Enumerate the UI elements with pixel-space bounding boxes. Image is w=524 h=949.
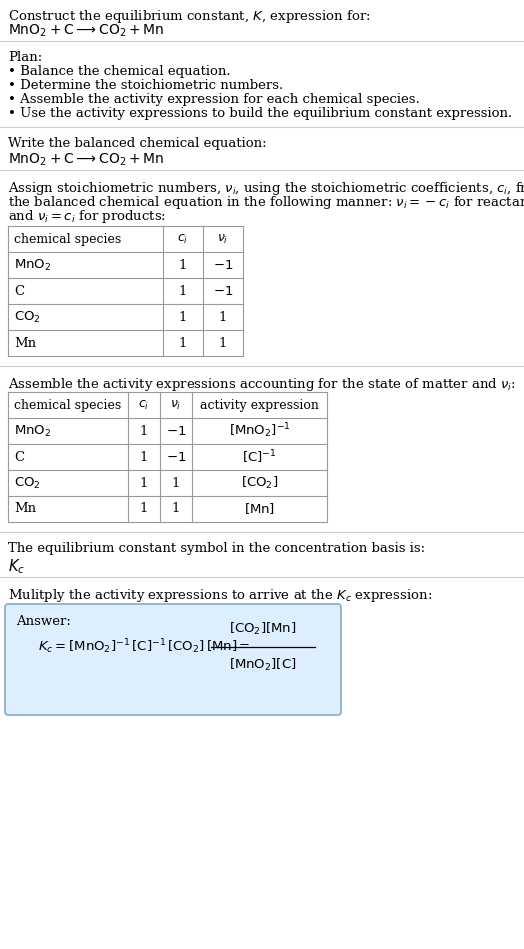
Text: 1: 1 xyxy=(140,476,148,490)
Text: 1: 1 xyxy=(140,451,148,463)
Text: $K_c$: $K_c$ xyxy=(8,557,25,576)
Text: $\mathrm{CO_2}$: $\mathrm{CO_2}$ xyxy=(14,475,41,491)
Text: Mn: Mn xyxy=(14,337,36,349)
Text: $K_c = [\mathrm{MnO_2}]^{-1}\,[\mathrm{C}]^{-1}\,[\mathrm{CO_2}]\,[\mathrm{Mn}] : $K_c = [\mathrm{MnO_2}]^{-1}\,[\mathrm{C… xyxy=(38,638,250,657)
Text: $-1$: $-1$ xyxy=(166,451,186,463)
Text: • Determine the stoichiometric numbers.: • Determine the stoichiometric numbers. xyxy=(8,79,283,92)
Text: $[\mathrm{Mn}]$: $[\mathrm{Mn}]$ xyxy=(244,501,275,516)
Text: $\nu_i$: $\nu_i$ xyxy=(217,233,228,246)
Text: $-1$: $-1$ xyxy=(213,285,233,297)
Text: 1: 1 xyxy=(219,337,227,349)
Text: $-1$: $-1$ xyxy=(213,258,233,271)
Text: $\nu_i$: $\nu_i$ xyxy=(170,399,182,412)
Text: 1: 1 xyxy=(179,337,187,349)
Text: Construct the equilibrium constant, $K$, expression for:: Construct the equilibrium constant, $K$,… xyxy=(8,8,370,25)
Text: chemical species: chemical species xyxy=(14,399,121,412)
Text: Assemble the activity expressions accounting for the state of matter and $\nu_i$: Assemble the activity expressions accoun… xyxy=(8,376,516,393)
Text: $[\mathrm{CO_2}]$: $[\mathrm{CO_2}]$ xyxy=(241,474,278,491)
Text: The equilibrium constant symbol in the concentration basis is:: The equilibrium constant symbol in the c… xyxy=(8,542,425,555)
Text: 1: 1 xyxy=(140,503,148,515)
Text: $[\mathrm{MnO_2}]^{-1}$: $[\mathrm{MnO_2}]^{-1}$ xyxy=(228,421,290,440)
Text: $c_i$: $c_i$ xyxy=(138,399,150,412)
FancyBboxPatch shape xyxy=(5,604,341,715)
Text: 1: 1 xyxy=(172,476,180,490)
Text: C: C xyxy=(14,451,24,463)
Text: $\mathrm{MnO_2 + C \longrightarrow CO_2 + Mn}$: $\mathrm{MnO_2 + C \longrightarrow CO_2 … xyxy=(8,152,165,168)
Text: Mn: Mn xyxy=(14,503,36,515)
Text: the balanced chemical equation in the following manner: $\nu_i = -c_i$ for react: the balanced chemical equation in the fo… xyxy=(8,194,524,211)
Text: 1: 1 xyxy=(179,310,187,324)
Text: Plan:: Plan: xyxy=(8,51,42,64)
Text: Answer:: Answer: xyxy=(16,615,71,628)
Text: $c_i$: $c_i$ xyxy=(177,233,189,246)
Text: $[\mathrm{C}]^{-1}$: $[\mathrm{C}]^{-1}$ xyxy=(242,448,277,466)
Text: $-1$: $-1$ xyxy=(166,424,186,437)
Text: activity expression: activity expression xyxy=(200,399,319,412)
Text: Write the balanced chemical equation:: Write the balanced chemical equation: xyxy=(8,137,267,150)
Text: and $\nu_i = c_i$ for products:: and $\nu_i = c_i$ for products: xyxy=(8,208,166,225)
Text: $\mathrm{MnO_2}$: $\mathrm{MnO_2}$ xyxy=(14,257,51,272)
Text: 1: 1 xyxy=(172,503,180,515)
Text: 1: 1 xyxy=(179,258,187,271)
Text: $\mathrm{MnO_2 + C \longrightarrow CO_2 + Mn}$: $\mathrm{MnO_2 + C \longrightarrow CO_2 … xyxy=(8,23,165,40)
Text: C: C xyxy=(14,285,24,297)
Text: chemical species: chemical species xyxy=(14,233,121,246)
Text: 1: 1 xyxy=(140,424,148,437)
Text: $[\mathrm{CO_2}][\mathrm{Mn}]$: $[\mathrm{CO_2}][\mathrm{Mn}]$ xyxy=(229,621,297,637)
Text: $\mathrm{CO_2}$: $\mathrm{CO_2}$ xyxy=(14,309,41,325)
Text: • Balance the chemical equation.: • Balance the chemical equation. xyxy=(8,65,231,78)
Text: Assign stoichiometric numbers, $\nu_i$, using the stoichiometric coefficients, $: Assign stoichiometric numbers, $\nu_i$, … xyxy=(8,180,524,197)
Text: $[\mathrm{MnO_2}][\mathrm{C}]$: $[\mathrm{MnO_2}][\mathrm{C}]$ xyxy=(229,657,297,673)
Text: 1: 1 xyxy=(179,285,187,297)
Text: $\mathrm{MnO_2}$: $\mathrm{MnO_2}$ xyxy=(14,423,51,438)
Text: • Assemble the activity expression for each chemical species.: • Assemble the activity expression for e… xyxy=(8,93,420,106)
Text: • Use the activity expressions to build the equilibrium constant expression.: • Use the activity expressions to build … xyxy=(8,107,512,120)
Text: 1: 1 xyxy=(219,310,227,324)
Text: Mulitply the activity expressions to arrive at the $K_c$ expression:: Mulitply the activity expressions to arr… xyxy=(8,587,432,604)
